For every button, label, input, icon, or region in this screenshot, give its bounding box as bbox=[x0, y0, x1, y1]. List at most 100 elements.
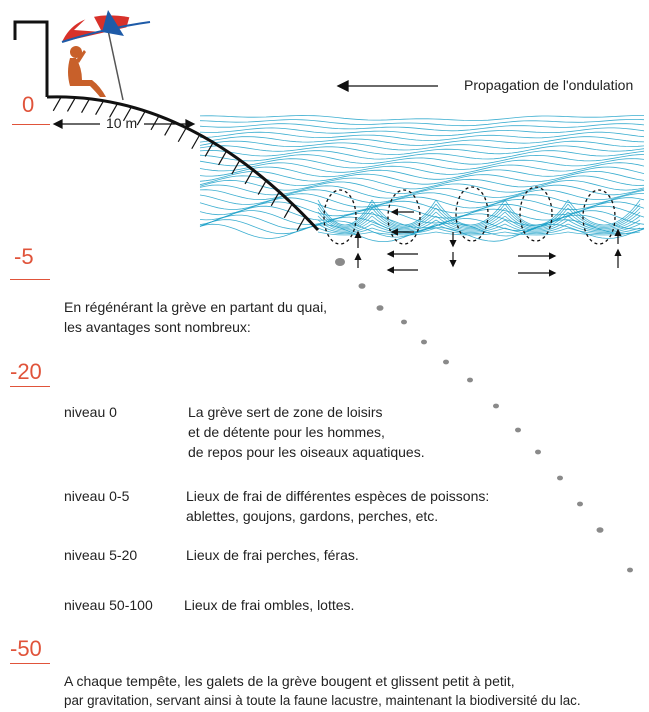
wave-line bbox=[199, 175, 645, 190]
wave-trough bbox=[435, 207, 506, 228]
wave-line bbox=[199, 149, 645, 160]
flow-arrow-head bbox=[386, 266, 395, 274]
propagation-label: Propagation de l'ondulation bbox=[464, 77, 634, 93]
sunbather-figure bbox=[68, 46, 106, 97]
wave-line bbox=[199, 223, 645, 242]
level-name-0: niveau 0 bbox=[64, 404, 117, 420]
wave-line bbox=[199, 123, 645, 132]
shore-hatch bbox=[177, 127, 187, 143]
shore-hatch bbox=[52, 96, 62, 112]
level-line-0-1: et de détente pour les hommes, bbox=[188, 424, 385, 440]
pebble bbox=[535, 449, 541, 455]
wave-trough bbox=[504, 223, 569, 233]
wave-trough bbox=[567, 199, 641, 226]
quay-wall bbox=[13, 20, 49, 97]
vortex-ellipses bbox=[323, 186, 616, 245]
depth-marker-50: -50 bbox=[10, 636, 42, 661]
flow-arrow-head bbox=[614, 228, 622, 237]
wave-trough bbox=[504, 207, 569, 228]
distance-label: 10 m bbox=[106, 115, 138, 131]
flow-arrow-head bbox=[390, 208, 399, 216]
level-line-0-0: La grève sert de zone de loisirs bbox=[188, 404, 383, 420]
wave-trough bbox=[435, 219, 506, 232]
wave-trough bbox=[435, 231, 506, 236]
depth-marker-0: 0 bbox=[22, 92, 35, 117]
pebble bbox=[493, 403, 499, 409]
wave-trough bbox=[567, 215, 641, 231]
flow-arrow-head bbox=[390, 228, 399, 236]
wave-trough bbox=[504, 231, 569, 236]
wave-trough bbox=[435, 227, 506, 235]
level-name-2: niveau 5-20 bbox=[64, 547, 138, 563]
wave-trough bbox=[317, 223, 373, 233]
wave-line bbox=[199, 140, 645, 151]
depth-marker-5: -5 bbox=[14, 244, 34, 269]
umbrella-icon bbox=[61, 10, 151, 101]
distance-arrow bbox=[52, 119, 196, 129]
wave-trough bbox=[567, 231, 641, 236]
level-line-1-0: Lieux de frai de différentes espèces de … bbox=[186, 488, 490, 504]
wave-trough bbox=[435, 211, 506, 230]
wave-trough bbox=[504, 219, 569, 232]
wave-trough bbox=[567, 203, 641, 227]
wave-trough bbox=[371, 203, 437, 227]
level-line-3-0: Lieux de frai ombles, lottes. bbox=[184, 597, 355, 613]
wave-trough bbox=[435, 215, 506, 231]
wave-line bbox=[199, 162, 645, 175]
shore-hatch bbox=[191, 134, 201, 150]
shore-hatch bbox=[122, 106, 132, 122]
wave-trough bbox=[317, 199, 373, 226]
wave-trough bbox=[317, 207, 373, 228]
shore-hatch bbox=[136, 110, 146, 126]
pebble bbox=[443, 359, 449, 365]
pebbles bbox=[335, 258, 633, 573]
wave-trough bbox=[317, 211, 373, 229]
pebble bbox=[401, 319, 407, 325]
wave-line bbox=[199, 127, 645, 137]
wave-trough bbox=[371, 199, 437, 226]
wave-trough bbox=[317, 215, 373, 231]
depth-marker-5-line bbox=[10, 279, 50, 280]
wave-trough bbox=[504, 199, 569, 226]
wave-trough bbox=[371, 231, 437, 236]
intro-line-1: En régénérant la grève en partant du qua… bbox=[64, 299, 328, 315]
depth-marker-0-line bbox=[12, 124, 50, 125]
wave-trough bbox=[371, 207, 437, 228]
flow-arrow-head bbox=[449, 239, 457, 248]
vortex-ellipse bbox=[455, 186, 489, 242]
footer-line-2: par gravitation, servant ainsi à toute l… bbox=[64, 693, 581, 708]
shore-hatch bbox=[257, 180, 267, 195]
wave-line bbox=[199, 193, 644, 209]
vortex-ellipse bbox=[582, 189, 616, 245]
propagation-arrow bbox=[336, 79, 438, 93]
flow-arrow-head bbox=[354, 252, 362, 261]
wave-trough bbox=[317, 219, 373, 232]
shore-hatch bbox=[218, 150, 228, 166]
wave-line bbox=[199, 184, 645, 199]
vortex-ellipse bbox=[323, 189, 357, 245]
vortex-ellipse bbox=[387, 189, 421, 245]
wave-trough bbox=[504, 227, 569, 235]
wave-trough bbox=[567, 207, 641, 228]
wave-line bbox=[199, 145, 645, 156]
wave-line bbox=[199, 189, 645, 204]
wave-trough bbox=[435, 203, 506, 227]
level-line-2-0: Lieux de frai perches, féras. bbox=[186, 547, 359, 563]
flow-arrows bbox=[354, 208, 622, 277]
shore-hatch bbox=[204, 142, 214, 157]
pebble bbox=[515, 427, 521, 433]
wave-trough bbox=[567, 211, 641, 230]
flow-arrow-head bbox=[449, 259, 457, 268]
pebble bbox=[335, 258, 345, 266]
depth-marker-20-line bbox=[10, 386, 50, 387]
level-line-1-1: ablettes, goujons, gardons, perches, etc… bbox=[186, 508, 439, 524]
shore-hatch bbox=[283, 203, 293, 219]
flow-arrow-head bbox=[614, 248, 622, 257]
wave-trough bbox=[504, 211, 569, 230]
depth-marker-20: -20 bbox=[10, 359, 42, 384]
wave-field bbox=[199, 115, 645, 242]
shore-hatch bbox=[81, 98, 91, 114]
wave-trough bbox=[567, 219, 641, 232]
pebble bbox=[467, 377, 473, 383]
